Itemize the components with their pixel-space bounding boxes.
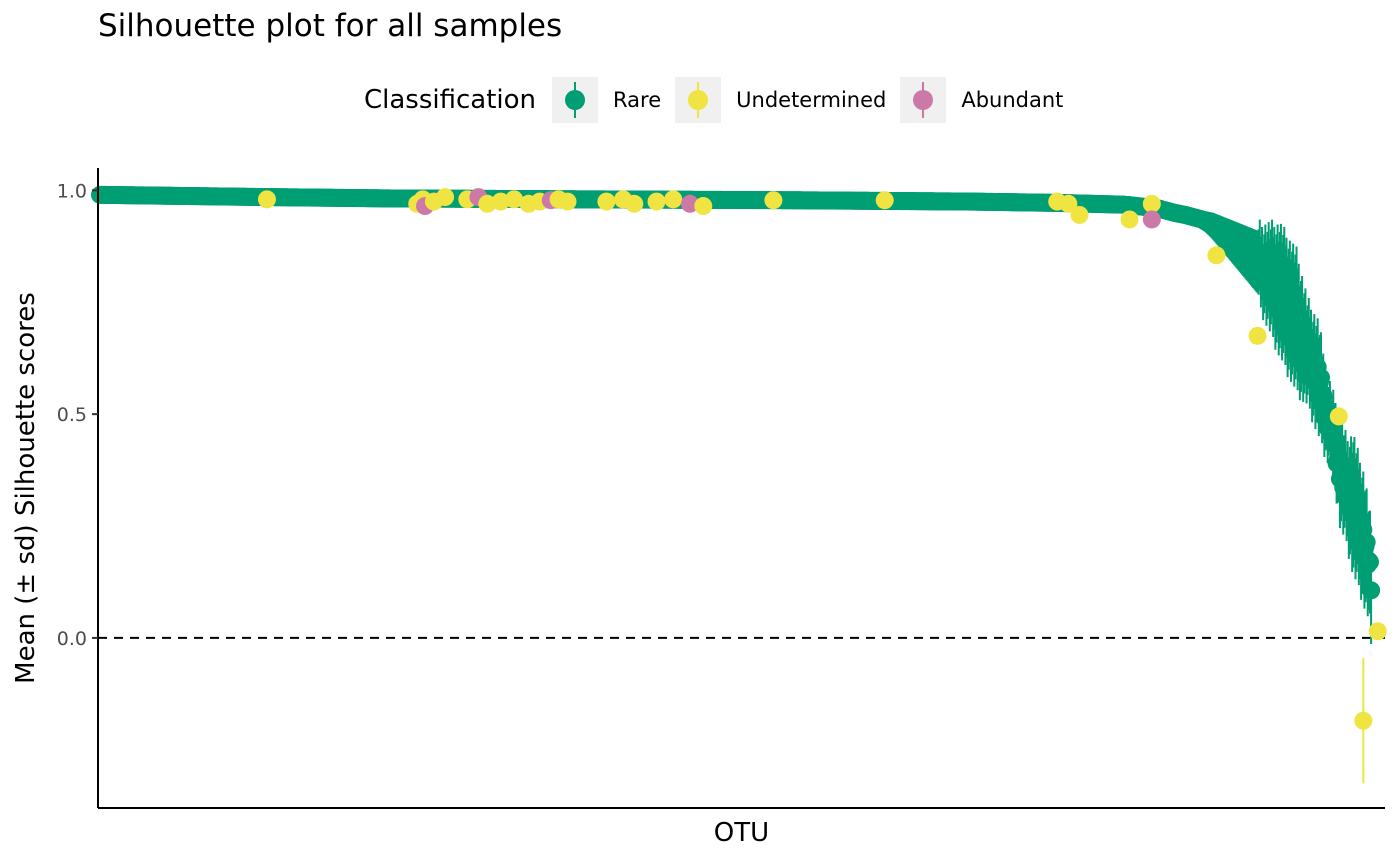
legend-label-abundant: Abundant — [961, 88, 1064, 112]
undetermined-point — [1368, 622, 1387, 641]
undetermined-point — [647, 192, 666, 211]
undetermined-point — [1070, 205, 1089, 224]
undetermined-point — [1354, 711, 1373, 730]
abundant-point — [680, 194, 699, 213]
legend-entry-rare: Rare — [552, 77, 661, 123]
legend-entry-abundant: Abundant — [900, 77, 1063, 123]
rare-point — [1357, 533, 1376, 552]
undetermined-point — [436, 188, 455, 207]
undetermined-point — [694, 197, 713, 216]
abundant-point — [1142, 210, 1161, 229]
legend-entry-undetermined: Undetermined — [675, 77, 886, 123]
chart-title: Silhouette plot for all samples — [98, 8, 563, 44]
y-tick-label: 0.5 — [57, 404, 87, 426]
legend-title: Classification — [364, 85, 537, 115]
undetermined-point — [1248, 326, 1267, 345]
undetermined-point — [1329, 407, 1348, 426]
legend-label-rare: Rare — [613, 88, 662, 112]
undetermined-point — [597, 192, 616, 211]
undetermined-point — [1207, 246, 1226, 265]
legend: Classification Rare Undetermined Abundan… — [364, 76, 1077, 124]
undetermined-point — [625, 194, 644, 213]
undetermined-point — [478, 194, 497, 213]
undetermined-point — [558, 192, 577, 211]
undetermined-point — [505, 190, 524, 209]
legend-key-rare — [552, 77, 599, 123]
x-axis-title: OTU — [713, 818, 770, 848]
legend-key-undetermined — [675, 77, 722, 123]
rare-point — [1360, 553, 1379, 572]
undetermined-point — [764, 191, 783, 210]
rare-point — [1287, 300, 1306, 319]
rare-point — [1362, 581, 1381, 600]
undetermined-point — [1059, 194, 1078, 213]
rare-point — [1312, 368, 1331, 387]
undetermined-point — [257, 190, 276, 209]
y-axis-title: Mean (± sd) Silhouette scores — [11, 292, 41, 684]
undetermined-point — [875, 191, 894, 210]
y-tick-label: 1.0 — [57, 180, 87, 202]
rare-point — [1336, 466, 1355, 485]
rare-point — [1348, 497, 1367, 516]
undetermined-point — [491, 192, 510, 211]
undetermined-point — [664, 190, 683, 209]
undetermined-point — [1120, 210, 1139, 229]
legend-label-undetermined: Undetermined — [736, 88, 887, 112]
rare-point — [1326, 431, 1345, 450]
y-tick-label: 0.0 — [57, 628, 87, 650]
undetermined-point — [1142, 194, 1161, 213]
legend-key-abundant — [900, 77, 947, 123]
